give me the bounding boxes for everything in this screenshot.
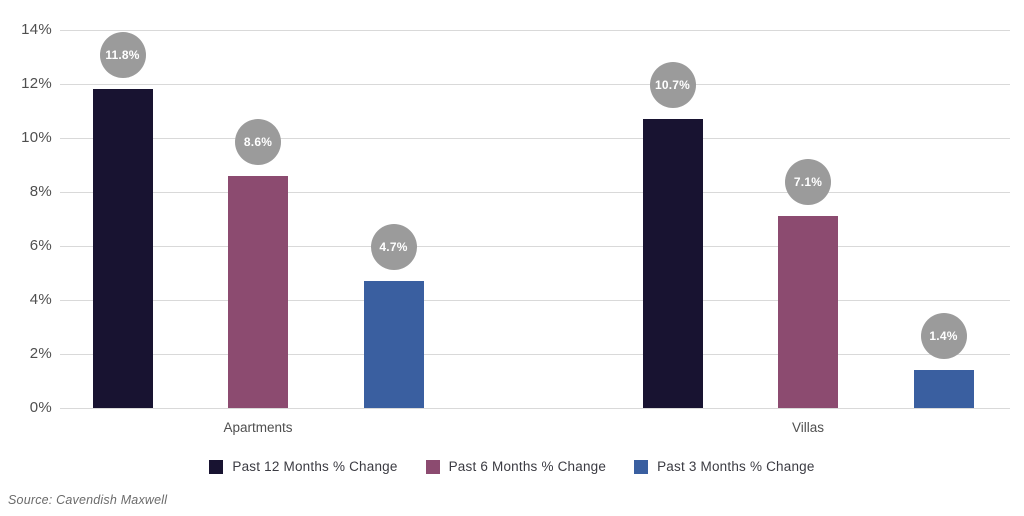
legend-swatch bbox=[425, 459, 440, 474]
legend-label: Past 12 Months % Change bbox=[232, 459, 398, 474]
x-axis-category-label: Apartments bbox=[223, 420, 293, 435]
x-axis-category-label: Villas bbox=[791, 420, 825, 435]
gridline bbox=[60, 354, 1010, 355]
source-note: Source: Cavendish Maxwell bbox=[8, 493, 168, 507]
legend-label: Past 6 Months % Change bbox=[448, 459, 607, 474]
gridline bbox=[60, 138, 1010, 139]
legend-item: Past 12 Months % Change bbox=[209, 459, 397, 474]
legend-swatch bbox=[634, 459, 649, 474]
bar-apartments-past-12-months bbox=[92, 89, 153, 408]
y-axis-tick-label: 0% bbox=[29, 399, 52, 416]
bar-villas-past-12-months bbox=[642, 119, 703, 408]
data-label-bubble: 7.1% bbox=[785, 159, 831, 206]
y-axis-tick-label: 6% bbox=[29, 237, 52, 254]
gridline bbox=[60, 408, 1010, 409]
gridline bbox=[60, 84, 1010, 85]
y-axis-tick-label: 12% bbox=[21, 75, 52, 92]
legend-item: Past 6 Months % Change bbox=[425, 459, 607, 474]
legend: Past 12 Months % Change Past 6 Months % C… bbox=[0, 459, 1024, 474]
legend-label: Past 3 Months % Change bbox=[657, 459, 815, 474]
y-axis-tick-label: 8% bbox=[29, 183, 52, 200]
legend-item: Past 3 Months % Change bbox=[634, 459, 815, 474]
data-label-bubble: 1.4% bbox=[920, 313, 967, 360]
gridline bbox=[60, 30, 1010, 31]
bar-apartments-past-6-months bbox=[228, 175, 288, 408]
bar-apartments-past-3-months bbox=[363, 281, 424, 408]
data-label-bubble: 8.6% bbox=[235, 118, 281, 165]
gridline bbox=[60, 300, 1010, 301]
bar-villas-past-3-months bbox=[913, 370, 974, 408]
y-axis-tick-label: 2% bbox=[29, 345, 52, 362]
legend-swatch bbox=[209, 459, 224, 474]
gridline bbox=[60, 246, 1010, 247]
data-label-bubble: 4.7% bbox=[370, 224, 417, 271]
data-label-bubble: 10.7% bbox=[649, 62, 696, 109]
y-axis-tick-label: 4% bbox=[29, 291, 52, 308]
bar-villas-past-6-months bbox=[778, 216, 838, 408]
y-axis-tick-label: 10% bbox=[21, 129, 52, 146]
gridline bbox=[60, 192, 1010, 193]
plot-area: 11.8% 8.6% 4.7% Apartments 10.7% 7.1% 1.4% Vill… bbox=[60, 30, 1010, 435]
data-label-bubble: 11.8% bbox=[99, 32, 146, 79]
y-axis-tick-label: 14% bbox=[21, 21, 52, 38]
